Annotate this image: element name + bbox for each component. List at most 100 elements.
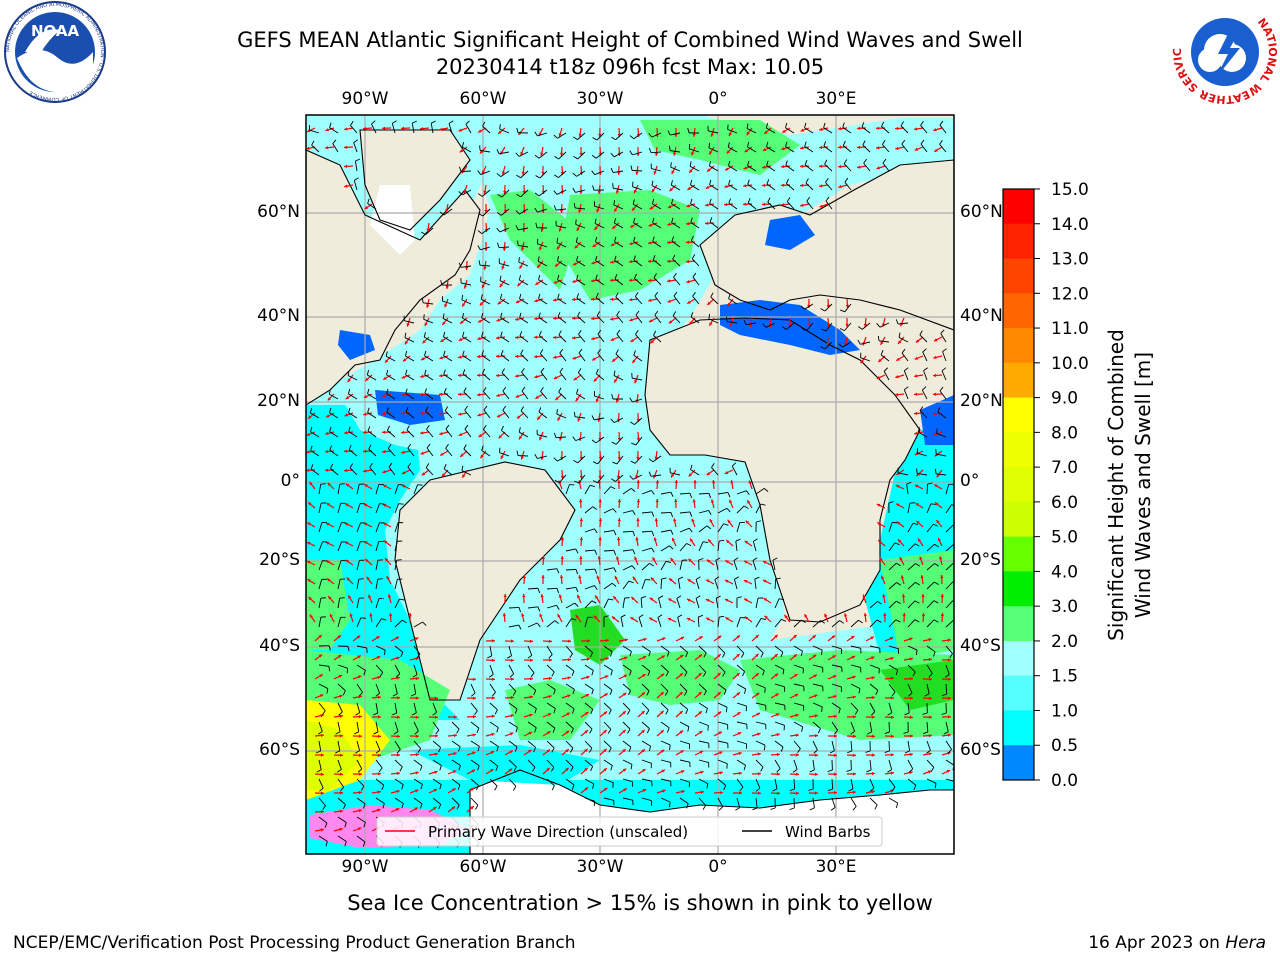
wind-barb-flag bbox=[772, 788, 778, 792]
wind-barb bbox=[448, 123, 453, 134]
wind-barb-flag bbox=[500, 331, 503, 337]
wave-arrowhead bbox=[673, 518, 677, 522]
wind-barb bbox=[337, 778, 345, 788]
wind-barb-flag bbox=[367, 426, 371, 432]
wind-barb-flag bbox=[362, 803, 366, 809]
wave-arrowhead bbox=[649, 597, 654, 601]
wave-arrowhead bbox=[743, 202, 747, 206]
wave-arrowhead bbox=[522, 228, 526, 232]
wave-arrowhead bbox=[396, 771, 400, 776]
wind-barb-flag bbox=[881, 121, 885, 127]
wind-barb bbox=[603, 645, 613, 653]
wind-barb bbox=[620, 617, 624, 628]
wind-barb-flag bbox=[461, 313, 465, 319]
wind-barb bbox=[869, 619, 878, 628]
wind-barb-flag bbox=[421, 231, 426, 236]
wind-barb bbox=[356, 503, 361, 514]
wind-barb bbox=[641, 579, 646, 590]
wave-arrowhead bbox=[458, 412, 462, 416]
wind-barb-flag bbox=[521, 386, 526, 392]
wind-barb bbox=[616, 455, 624, 465]
wind-barb bbox=[500, 298, 510, 305]
wave-arrowhead bbox=[687, 579, 691, 583]
wind-barb-flag bbox=[557, 274, 560, 280]
wind-barb-flag bbox=[539, 349, 544, 354]
wave-arrowhead bbox=[870, 636, 874, 640]
wave-arrowhead bbox=[914, 392, 918, 396]
wave-arrowhead bbox=[617, 437, 622, 441]
wind-barb-flag bbox=[353, 139, 359, 143]
wind-barb bbox=[632, 474, 643, 480]
wind-barb bbox=[812, 721, 821, 729]
wave-arrowhead bbox=[617, 133, 621, 137]
wind-barb bbox=[812, 620, 821, 628]
wave-arrowhead bbox=[914, 147, 919, 151]
wave-arrowhead bbox=[928, 677, 932, 681]
colorbar-tick-label: 7.0 bbox=[1051, 458, 1078, 478]
wave-arrowhead bbox=[496, 393, 500, 397]
wind-barb-flag bbox=[375, 749, 381, 754]
wind-barb bbox=[926, 503, 932, 514]
wind-barb bbox=[926, 721, 929, 733]
wave-arrowhead bbox=[730, 480, 734, 484]
wind-barb bbox=[594, 170, 605, 176]
wind-barb bbox=[462, 189, 472, 196]
wind-barb bbox=[879, 322, 890, 328]
wave-arrowhead bbox=[434, 715, 438, 719]
wave-arrowhead bbox=[744, 540, 749, 545]
wind-barb bbox=[318, 617, 322, 628]
wave-arrowhead bbox=[453, 752, 457, 756]
wave-arrowhead bbox=[572, 356, 576, 360]
wave-arrowhead bbox=[788, 323, 792, 327]
wind-barb bbox=[698, 683, 707, 692]
wind-barb-flag bbox=[597, 329, 602, 335]
wind-barb bbox=[671, 184, 681, 191]
wave-arrowhead bbox=[574, 245, 579, 249]
wave-arrowhead bbox=[707, 168, 711, 172]
wind-barb-flag bbox=[692, 291, 696, 297]
wind-barb bbox=[489, 759, 499, 767]
wave-arrowhead bbox=[871, 771, 875, 776]
wave-arrowhead bbox=[441, 473, 446, 477]
wind-barb bbox=[747, 165, 757, 172]
wind-barb bbox=[387, 430, 396, 438]
wind-barb bbox=[559, 371, 567, 381]
wind-barb-flag bbox=[708, 510, 712, 516]
wave-arrowhead bbox=[774, 654, 778, 658]
wind-barb bbox=[584, 645, 593, 653]
wind-barb-flag bbox=[608, 598, 614, 601]
wind-barb bbox=[539, 335, 548, 343]
wind-barb-flag bbox=[709, 217, 713, 223]
wind-barb-flag bbox=[475, 804, 479, 810]
wind-barb bbox=[394, 598, 400, 609]
wind-barb-flag bbox=[652, 255, 656, 260]
wind-barb bbox=[831, 645, 842, 650]
wave-arrowhead bbox=[617, 518, 621, 522]
colorbar-segment bbox=[1003, 293, 1034, 329]
wind-barb-flag bbox=[939, 386, 944, 392]
wind-barb bbox=[432, 721, 440, 731]
wave-arrowhead bbox=[567, 657, 571, 662]
wave-arrowhead bbox=[826, 323, 831, 327]
wind-barb bbox=[736, 505, 745, 514]
wind-barb-flag bbox=[754, 576, 760, 580]
wave-arrowhead bbox=[604, 675, 609, 679]
wave-arrowhead bbox=[762, 579, 767, 583]
wind-barb bbox=[812, 740, 818, 751]
wind-barb bbox=[394, 702, 398, 713]
wind-barb-flag bbox=[465, 120, 470, 125]
south-america-coastline bbox=[394, 461, 576, 701]
wind-barb-flag bbox=[558, 387, 562, 393]
wave-arrowhead bbox=[669, 187, 673, 192]
wind-barb bbox=[584, 585, 595, 590]
wind-barb-flag bbox=[746, 141, 750, 147]
wind-barb bbox=[939, 144, 947, 153]
wind-barb bbox=[375, 778, 385, 786]
wind-barb-flag bbox=[670, 491, 674, 497]
wave-arrowhead bbox=[498, 130, 502, 134]
wind-barb bbox=[538, 151, 548, 159]
wind-barb-flag bbox=[573, 459, 579, 464]
wind-barb-flag bbox=[462, 369, 466, 375]
wave-arrowhead bbox=[819, 145, 823, 150]
wind-barb bbox=[638, 617, 643, 628]
